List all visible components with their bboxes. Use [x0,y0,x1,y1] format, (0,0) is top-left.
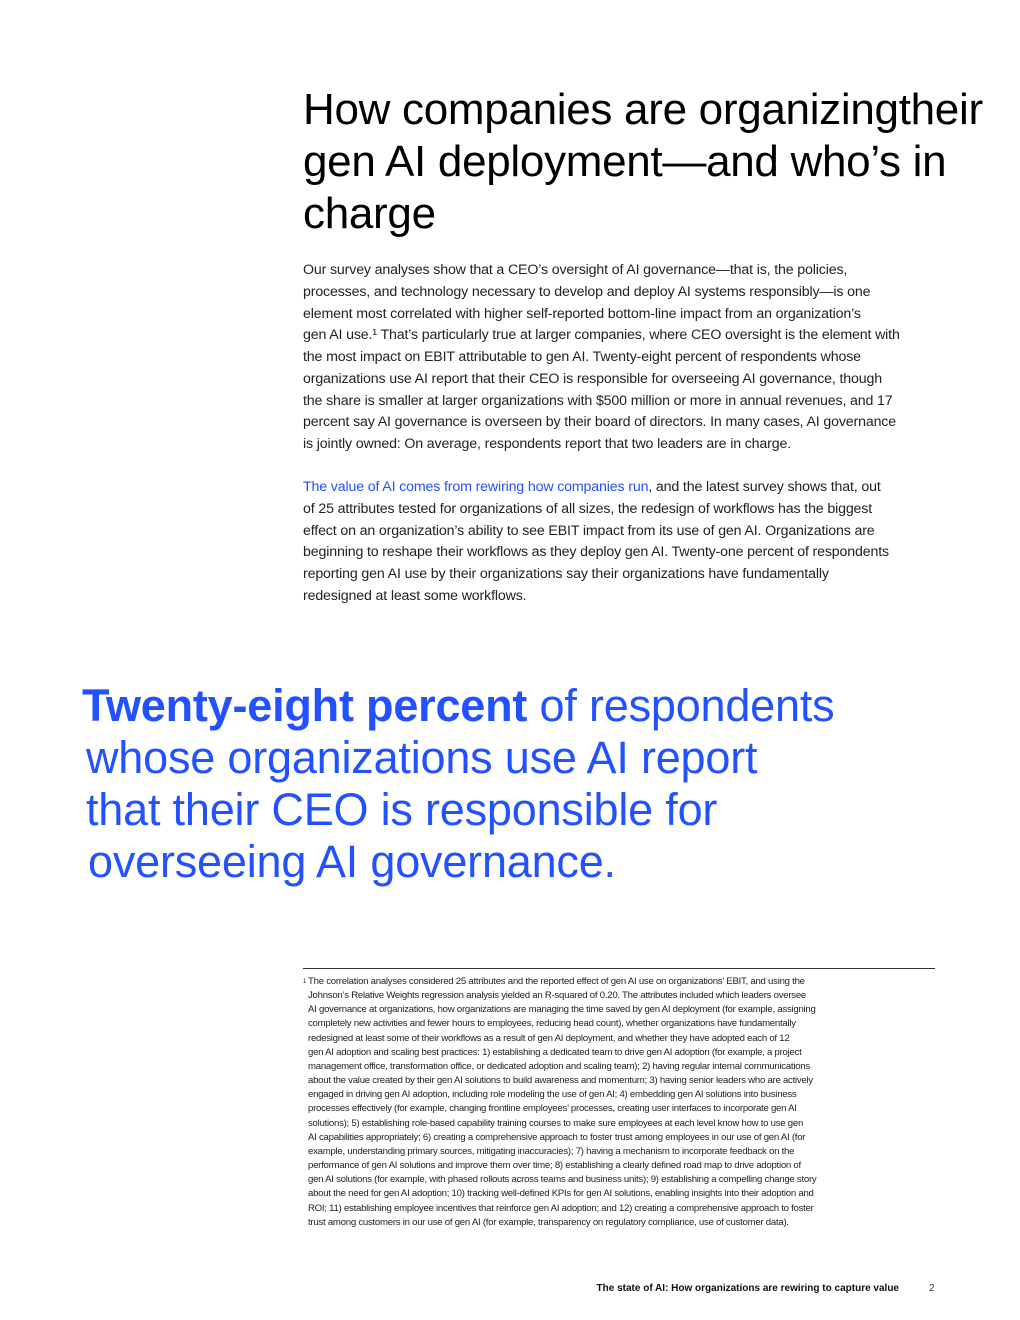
pull-quote-highlight: Twenty-eight percent [82,680,528,731]
paragraph-line: Our survey analyses show that a CEO’s ov… [303,262,848,278]
paragraph-line: beginning to reshape their workflows as … [303,544,889,561]
pull-quote-text: of respondents [527,680,835,731]
page-title: How companies are organizingtheir gen AI… [303,84,1020,240]
rewiring-article-link[interactable]: The value of AI comes from rewiring how … [303,479,649,495]
title-line: How companies are organizing [303,85,899,134]
pull-quote-line: overseeing AI governance. [88,836,616,887]
pull-quote-line: Twenty-eight percent of respondents [82,680,835,732]
footnote-line: redesigned at least some of their workfl… [308,1032,790,1044]
paragraph-line: redesigned at least some workflows. [303,587,527,604]
title-line: and who’s in charge [303,137,947,238]
footer-report-title: The state of AI: How organizations are r… [596,1283,899,1294]
footnote-marker: 1 [303,979,307,985]
paragraph-line: processes, and technology necessary to d… [303,283,871,300]
pull-quote-line: whose organizations use AI report [86,732,758,783]
paragraph-line: element most correlated with higher self… [303,305,861,322]
footnote-line: ROI; 11) establishing employee incentive… [308,1202,814,1214]
paragraph-line: the most impact on EBIT attributable to … [303,349,861,365]
footnote-line: completely new activities and fewer hour… [308,1018,796,1030]
paragraph-line: percent say AI governance is overseen by… [303,414,896,431]
footnote-line: solutions); 5) establishing role-based c… [308,1117,804,1129]
paragraph-line: gen AI use.¹ That’s particularly true at… [303,327,900,344]
footnote-line: Johnson’s Relative Weights regression an… [308,990,806,1002]
footnote-line: processes effectively (for example, chan… [308,1103,797,1115]
paragraph-line: of 25 attributes tested for organization… [303,500,873,517]
footnote-line: example, understanding primary sources, … [308,1145,795,1157]
footnote-line: The correlation analyses considered 25 a… [308,976,805,987]
footnote-line: trust among customers in our use of gen … [308,1216,789,1228]
paragraph-line: is jointly owned: On average, respondent… [303,436,791,452]
pull-quote: Twenty-eight percent of respondents whos… [82,680,835,888]
footnote-line: about the value created by their gen AI … [308,1075,813,1087]
footnote-line: management office, transformation office… [308,1060,810,1072]
footnote-line: engaged in driving gen AI adoption, incl… [308,1089,797,1101]
body-paragraph-2: The value of AI comes from rewiring how … [303,477,943,608]
footnote-line: gen AI solutions (for example, with phas… [308,1174,817,1186]
paragraph-line: organizations use AI report that their C… [303,370,882,387]
footnote: 1 The correlation analyses considered 25… [303,975,943,1230]
paragraph-line: reporting gen AI use by their organizati… [303,566,829,582]
footnote-line: about the need for gen AI adoption; 10) … [308,1188,814,1200]
pull-quote-line: that their CEO is responsible for [86,784,718,835]
footnote-line: AI governance at organizations, how orga… [308,1004,816,1016]
footnote-line: AI capabilities appropriately; 6) creati… [308,1131,806,1143]
page-number: 2 [929,1283,935,1294]
footnote-line: performance of gen AI solutions and impr… [308,1160,801,1172]
footnote-divider [303,968,935,969]
paragraph-line-text: , and the latest survey shows that, out [648,479,881,495]
body-paragraph-1: Our survey analyses show that a CEO’s ov… [303,260,943,456]
paragraph-line: The value of AI comes from rewiring how … [303,477,943,499]
title-line: their gen AI deployment— [303,85,983,186]
footnote-line: gen AI adoption and scaling best practic… [308,1046,802,1058]
paragraph-line: effect on an organization’s ability to s… [303,522,875,539]
paragraph-line: the share is smaller at larger organizat… [303,392,893,409]
